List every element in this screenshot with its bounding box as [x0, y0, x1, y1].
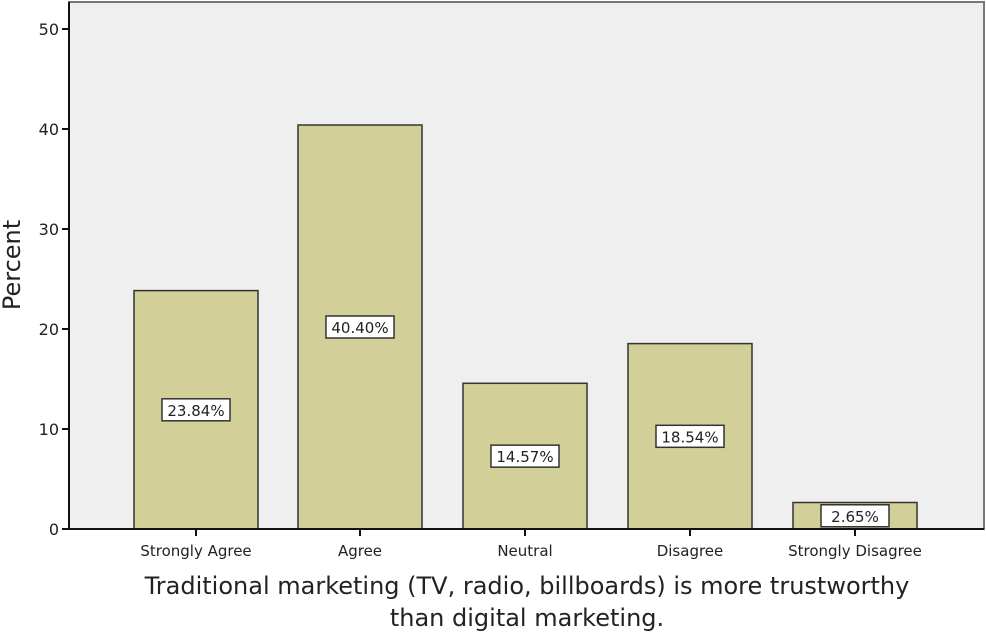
y-axis-label: Percent — [0, 220, 26, 310]
x-tick-label: Agree — [338, 542, 382, 560]
data-label-box — [655, 424, 725, 449]
y-tick-label: 30 — [39, 220, 59, 239]
y-tick-label: 50 — [39, 20, 59, 39]
data-label-box — [820, 504, 890, 528]
y-tick-label: 10 — [39, 420, 59, 439]
x-axis-label-line-1: Traditional marketing (TV, radio, billbo… — [144, 572, 910, 600]
data-label-box — [325, 315, 395, 339]
y-tick-label: 0 — [49, 520, 59, 539]
data-label: 18.54% — [661, 428, 718, 446]
y-tick-label: 20 — [39, 320, 59, 339]
data-label: 2.65% — [831, 508, 879, 526]
x-tick-label: Strongly Agree — [140, 542, 251, 560]
x-axis-label-line-2: than digital marketing. — [390, 604, 664, 632]
x-tick-label: Strongly Disagree — [788, 542, 922, 560]
data-label: 23.84% — [167, 402, 224, 420]
x-tick-label: Disagree — [657, 542, 724, 560]
data-label: 14.57% — [496, 448, 553, 466]
data-label-box — [490, 444, 560, 468]
y-tick-label: 40 — [39, 120, 59, 139]
data-label: 40.40% — [331, 319, 388, 337]
x-tick-label: Neutral — [497, 542, 552, 560]
data-label-box — [161, 398, 231, 422]
